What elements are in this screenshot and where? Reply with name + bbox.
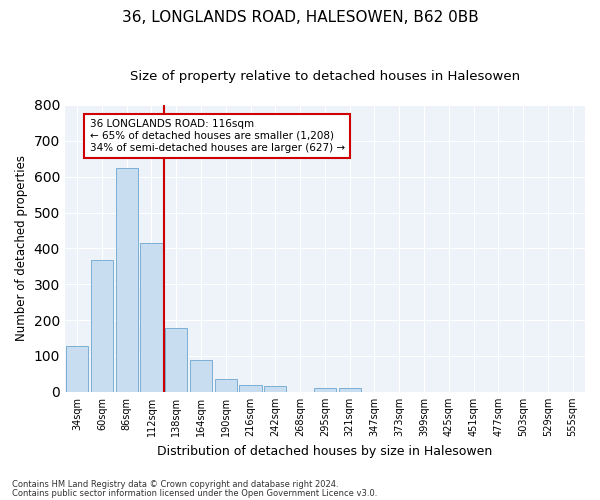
Title: Size of property relative to detached houses in Halesowen: Size of property relative to detached ho… xyxy=(130,70,520,83)
Bar xyxy=(116,168,138,392)
X-axis label: Distribution of detached houses by size in Halesowen: Distribution of detached houses by size … xyxy=(157,444,493,458)
Text: 36 LONGLANDS ROAD: 116sqm
← 65% of detached houses are smaller (1,208)
34% of se: 36 LONGLANDS ROAD: 116sqm ← 65% of detac… xyxy=(89,120,344,152)
Y-axis label: Number of detached properties: Number of detached properties xyxy=(15,156,28,342)
Bar xyxy=(338,388,361,392)
Bar xyxy=(239,386,262,392)
Text: Contains public sector information licensed under the Open Government Licence v3: Contains public sector information licen… xyxy=(12,489,377,498)
Bar xyxy=(190,360,212,392)
Bar xyxy=(66,346,88,392)
Text: Contains HM Land Registry data © Crown copyright and database right 2024.: Contains HM Land Registry data © Crown c… xyxy=(12,480,338,489)
Bar xyxy=(91,260,113,392)
Bar xyxy=(140,243,163,392)
Bar xyxy=(264,386,286,392)
Bar xyxy=(165,328,187,392)
Bar xyxy=(215,380,237,392)
Bar xyxy=(314,388,336,392)
Text: 36, LONGLANDS ROAD, HALESOWEN, B62 0BB: 36, LONGLANDS ROAD, HALESOWEN, B62 0BB xyxy=(122,10,478,25)
